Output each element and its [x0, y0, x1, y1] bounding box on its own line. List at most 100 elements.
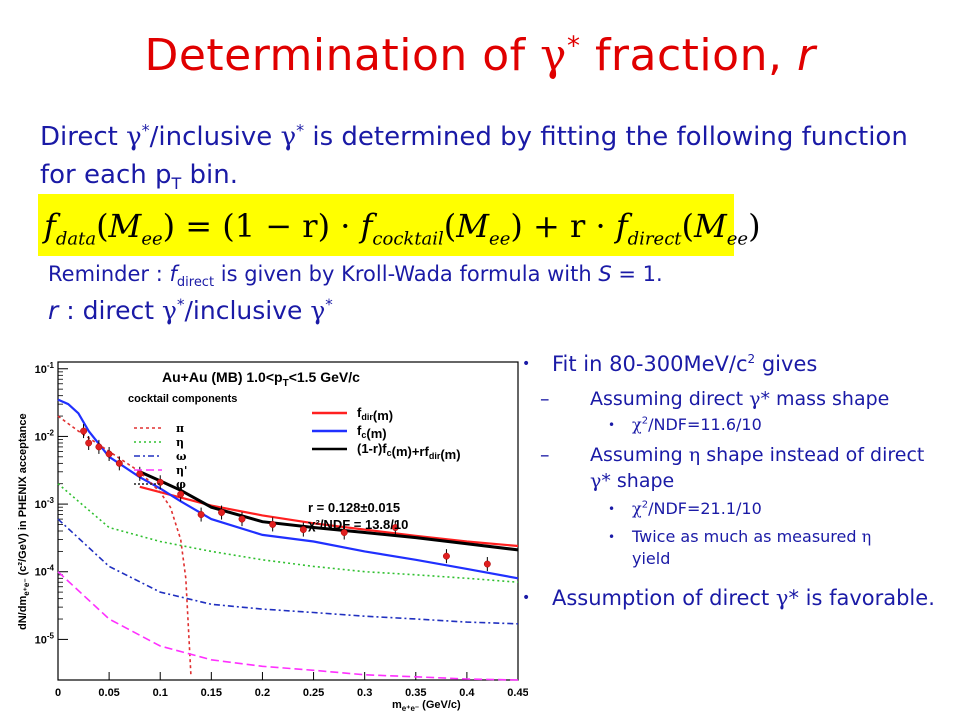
plot-frame: [57, 361, 519, 681]
reminder-text: Reminder : fdirect is given by Kroll-Wad…: [48, 262, 663, 289]
chart-subtitle: cocktail components: [128, 393, 237, 405]
legend-label: fdir(m): [357, 405, 393, 423]
data-point: [177, 490, 185, 498]
intro-b: /inclusive: [149, 122, 281, 152]
data-point: [442, 552, 450, 560]
assumption-gamma: γ: [775, 586, 789, 610]
x-tick-label: 0.05: [98, 687, 119, 699]
bullet-twice: • Twice as much as measured η yield: [522, 526, 942, 570]
eq-cocktail: cocktail: [372, 228, 444, 250]
legend-label: π: [176, 422, 184, 435]
eq-plus: + r ·: [522, 207, 616, 245]
yield-text: yield: [632, 549, 671, 568]
data-point: [218, 509, 226, 516]
data-point: [105, 450, 113, 458]
data-point: [391, 524, 399, 531]
fit-equation: fdata(Mee) = (1 − r) · fcocktail(Mee) + …: [44, 207, 761, 250]
rdef-r: r: [48, 296, 59, 325]
data-point: [340, 529, 348, 536]
x-tick-label: 0.45: [507, 687, 528, 699]
rdef-text: : direct: [58, 296, 163, 325]
mass-spectrum-chart: 0 0.05 0.1 0.15 0.2 0.25 0.3 0.35 0.4 0.45 10-1 10-…: [17, 361, 528, 712]
reminder-s: S: [598, 262, 612, 286]
title-star: *: [566, 31, 581, 62]
reminder-f: f: [169, 262, 177, 286]
title-post: fraction,: [580, 30, 797, 81]
bullet-assumption: • Assumption of direct γ* is favorable.: [522, 584, 942, 612]
chart-points: [80, 424, 491, 572]
series-line: [57, 483, 519, 583]
intro-pt-sub: T: [171, 174, 182, 194]
assumption-pre: Assumption of direct: [552, 586, 776, 610]
data-point: [197, 511, 205, 519]
y-tick-label: 10-3: [35, 496, 55, 511]
data-point: [483, 560, 491, 568]
bullet-assume-eta: – Assuming η shape instead of direct γ* …: [522, 442, 942, 494]
x-tick-label: 0.4: [459, 687, 475, 699]
x-tick-label: 0.2: [255, 687, 270, 699]
data-point: [115, 459, 123, 467]
x-tick-label: 0: [55, 687, 61, 699]
y-tick-label: 10-5: [35, 631, 55, 646]
dash-2: –: [540, 444, 550, 466]
chart-title: Au+Au (MB) 1.0<pT<1.5 GeV/c: [162, 369, 360, 389]
intro-text: Direct γ*/inclusive γ* is determined by …: [40, 118, 940, 194]
chi-2: χ: [632, 499, 642, 518]
data-point: [269, 521, 277, 528]
bullet-list: • Fit in 80-300MeV/c2 gives – Assuming d…: [522, 350, 942, 612]
eq-equals: = (1 − r) ·: [175, 207, 361, 245]
intro-star-2: *: [296, 120, 305, 140]
data-point: [156, 478, 164, 486]
assume-eta: η: [688, 444, 701, 466]
legend-label: fc(m): [357, 423, 387, 441]
bullet-assume-direct: – Assuming direct γ* mass shape: [522, 386, 942, 412]
bullet-chi1: • χ2/NDF=11.6/10: [522, 414, 942, 436]
rdef-mid: /inclusive: [184, 296, 311, 325]
rdef-gamma-2: γ: [310, 296, 326, 325]
chi2-text: /NDF=21.1/10: [648, 499, 762, 518]
eq-f3: f: [615, 207, 628, 245]
reminder-direct: direct: [176, 275, 215, 291]
chart-axes: 0 0.05 0.1 0.15 0.2 0.25 0.3 0.35 0.4 0.45 10-1 10-…: [35, 361, 528, 699]
eq-f2: f: [360, 207, 373, 245]
series-line: [139, 470, 519, 552]
y-axis-label: dN/dme⁺e⁻ (c²/GeV) in PHENIX acceptance: [17, 413, 31, 630]
legend-label: φ: [176, 478, 186, 491]
chi2-sup: 2: [641, 499, 649, 511]
intro-star-1: *: [141, 120, 150, 140]
intro-c: is determined by fitting the following f…: [40, 122, 908, 190]
eq-m3: M: [694, 207, 727, 245]
assume-eta-gamma: γ: [590, 470, 602, 492]
fit-sup: 2: [747, 352, 756, 366]
intro-a: Direct: [40, 122, 127, 152]
eq-data: data: [55, 228, 97, 250]
data-point: [238, 515, 246, 523]
x-tick-label: 0.15: [201, 687, 222, 699]
reminder-post: is given by Kroll-Wada formula with: [214, 262, 599, 286]
slide-title: Determination of γ* fraction, r: [0, 30, 960, 81]
intro-gamma-1: γ: [126, 122, 142, 152]
y-tick-label: 10-4: [35, 564, 55, 579]
eq-direct: direct: [627, 228, 682, 250]
twice-eta: η: [861, 527, 872, 546]
title-r: r: [796, 30, 816, 81]
fit-result: r = 0.128±0.015: [308, 500, 400, 515]
assume-direct-post: * mass shape: [760, 388, 890, 410]
chi1-text: /NDF=11.6/10: [648, 415, 762, 434]
y-tick-label: 10-2: [35, 428, 55, 443]
assume-eta-post: shape instead of direct: [700, 444, 925, 466]
data-point: [136, 470, 144, 478]
sub-dot-2: •: [608, 502, 616, 516]
series-line: [57, 398, 519, 580]
assumption-post: * is favorable.: [788, 586, 935, 610]
bullet-dot: •: [522, 356, 531, 372]
chi1-sup: 2: [641, 415, 649, 427]
x-tick-label: 0.35: [405, 687, 426, 699]
legend-label: η: [176, 436, 184, 449]
assume-direct-pre: Assuming direct: [590, 388, 750, 410]
rdef-star-2: *: [325, 295, 333, 314]
reminder-pre: Reminder :: [48, 262, 170, 286]
reminder-eq: = 1.: [611, 262, 663, 286]
eq-m1: M: [108, 207, 142, 245]
